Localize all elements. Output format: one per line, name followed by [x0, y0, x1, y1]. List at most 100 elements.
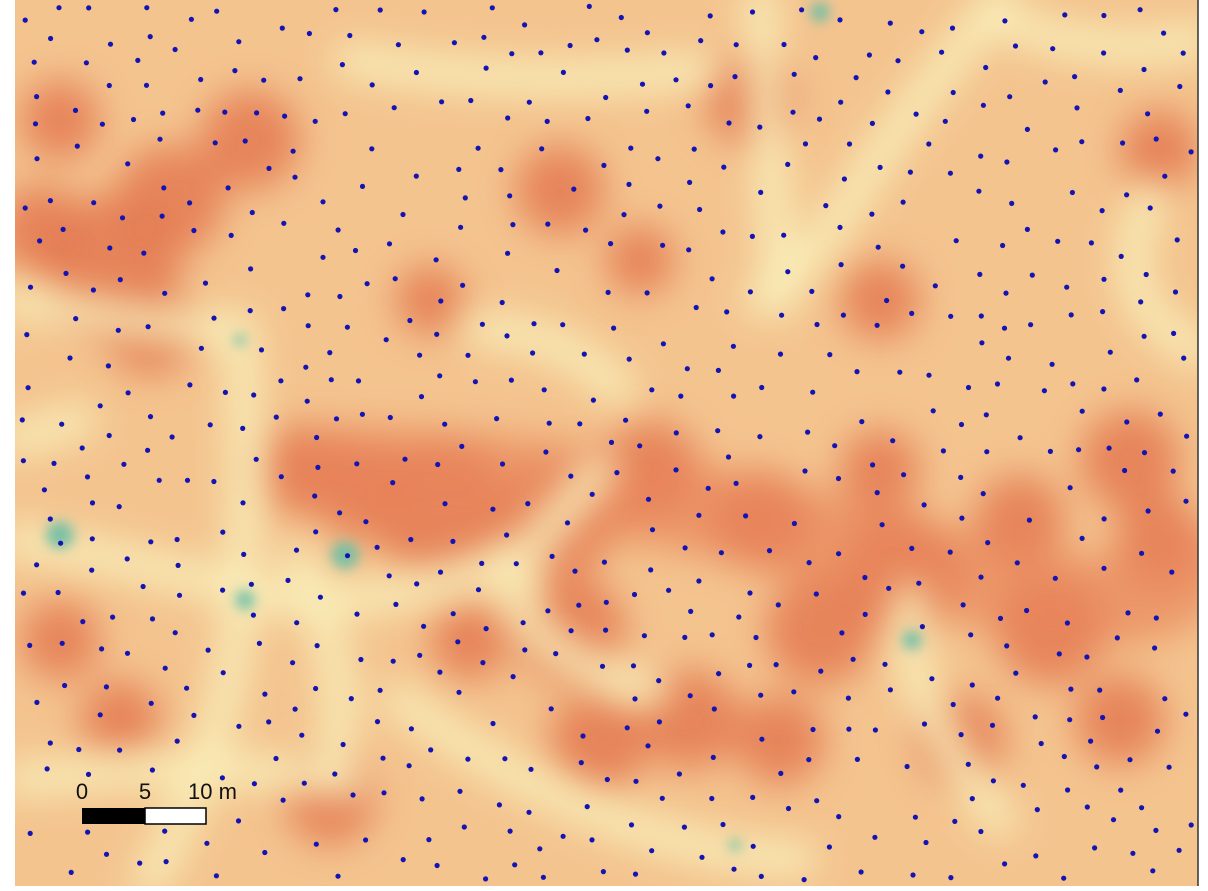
tree-point: [549, 706, 554, 711]
tree-point: [895, 58, 900, 63]
tree-point: [640, 82, 645, 87]
tree-point: [337, 294, 342, 299]
tree-point: [976, 189, 981, 194]
tree-point: [922, 502, 927, 507]
tree-point: [59, 422, 64, 427]
tree-point: [751, 844, 756, 849]
tree-point: [832, 443, 837, 448]
tree-point: [916, 581, 921, 586]
tree-point: [710, 632, 715, 637]
tree-point: [1002, 326, 1007, 331]
tree-point: [434, 257, 439, 262]
tree-point: [1102, 516, 1107, 521]
tree-point: [1124, 419, 1129, 424]
tree-point: [250, 210, 255, 215]
tree-point: [873, 727, 878, 732]
tree-point: [1070, 381, 1075, 386]
tree-point: [1100, 208, 1105, 213]
tree-point: [1004, 159, 1009, 164]
tree-point: [841, 313, 846, 318]
tree-point: [660, 796, 665, 801]
tree-point: [248, 266, 253, 271]
tree-point: [682, 635, 687, 640]
tree-point: [144, 83, 149, 88]
tree-point: [490, 507, 495, 512]
tree-point: [388, 415, 393, 420]
tree-point: [602, 560, 607, 565]
tree-point: [708, 83, 713, 88]
tree-point: [1130, 851, 1135, 856]
tree-point: [1055, 239, 1060, 244]
tree-point: [870, 462, 875, 467]
tree-point: [290, 660, 295, 665]
tree-point: [1072, 74, 1077, 79]
tree-point: [274, 415, 279, 420]
tree-point: [1101, 13, 1106, 18]
scale-bar-white: [145, 808, 206, 824]
tree-point: [867, 52, 872, 57]
tree-point: [731, 394, 736, 399]
tree-point: [1068, 485, 1073, 490]
tree-point: [175, 739, 180, 744]
tree-point: [910, 872, 915, 877]
tree-point: [1173, 289, 1178, 294]
tree-point: [337, 510, 342, 515]
tree-point: [61, 227, 66, 232]
tree-point: [80, 619, 85, 624]
canopy-blob: [430, 600, 510, 680]
tree-point: [45, 766, 50, 771]
tree-point: [837, 225, 842, 230]
tree-point: [526, 810, 531, 815]
tree-point: [750, 795, 755, 800]
tree-point: [1039, 741, 1044, 746]
tree-point: [417, 653, 422, 658]
tree-point: [508, 829, 513, 834]
tree-point: [360, 412, 365, 417]
tree-point: [23, 18, 28, 23]
tree-point: [195, 108, 200, 113]
tree-point: [888, 687, 893, 692]
tree-point: [726, 454, 731, 459]
tree-point: [206, 648, 211, 653]
tree-point: [191, 713, 196, 718]
tree-point: [901, 200, 906, 205]
tree-point: [236, 39, 241, 44]
tree-point: [1013, 43, 1018, 48]
tree-point: [931, 408, 936, 413]
tree-point: [1094, 764, 1099, 769]
canopy-blob: [20, 600, 100, 680]
tree-point: [869, 212, 874, 217]
tree-point: [185, 478, 190, 483]
tree-point: [1183, 712, 1188, 717]
tree-point: [1141, 67, 1146, 72]
tree-point: [199, 346, 204, 351]
tree-point: [1153, 828, 1158, 833]
tree-point: [86, 772, 91, 777]
tree-point: [1043, 79, 1048, 84]
tree-point: [293, 707, 298, 712]
tree-point: [646, 497, 651, 502]
tree-point: [809, 289, 814, 294]
tree-point: [117, 504, 122, 509]
tree-point: [204, 841, 209, 846]
tree-point: [959, 422, 964, 427]
tree-point: [161, 185, 166, 190]
tree-point: [543, 449, 548, 454]
tree-point: [666, 588, 671, 593]
tree-point: [657, 719, 662, 724]
tree-point: [107, 245, 112, 250]
map: 0 5 10 m: [0, 0, 1208, 891]
tree-point: [594, 37, 599, 42]
tree-point: [637, 443, 642, 448]
tree-point: [959, 516, 964, 521]
tree-point: [1028, 322, 1033, 327]
tree-point: [507, 193, 512, 198]
tree-point: [69, 870, 74, 875]
scale-label: 10 m: [188, 779, 237, 804]
tree-point: [1184, 434, 1189, 439]
tree-point: [1074, 105, 1079, 110]
tree-point: [979, 340, 984, 345]
tree-point: [249, 582, 254, 587]
tree-point: [434, 332, 439, 337]
tree-point: [125, 651, 130, 656]
